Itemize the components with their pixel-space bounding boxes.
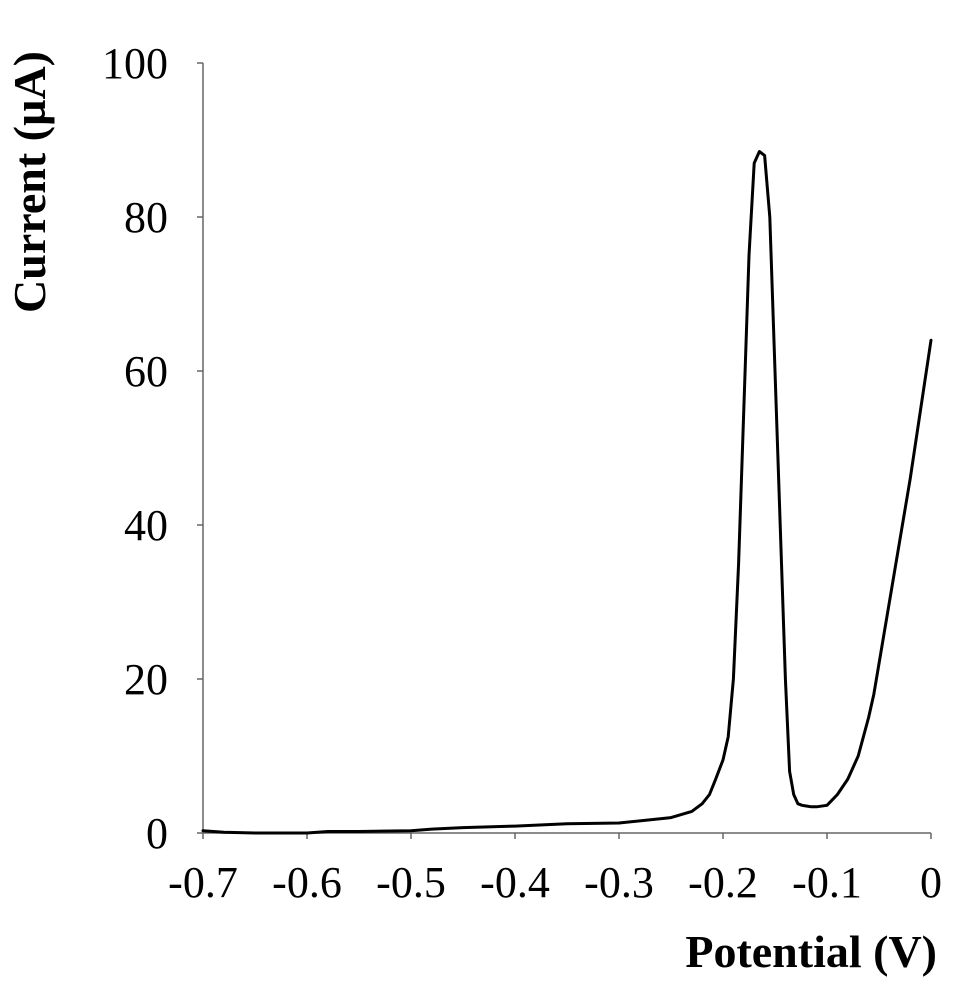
x-tick-label: -0.6 (272, 858, 342, 907)
y-ticks: 0 20 40 60 80 100 (102, 39, 203, 858)
x-tick-label: -0.7 (168, 858, 238, 907)
x-tick-label: -0.3 (584, 858, 654, 907)
y-tick-label: 100 (102, 39, 168, 88)
axes (202, 63, 931, 834)
series-line-0 (201, 150, 933, 835)
series-layer (201, 150, 933, 835)
x-tick-label: -0.2 (688, 858, 758, 907)
x-tick-label: 0 (920, 858, 942, 907)
x-axis-title: Potential (V) (685, 926, 937, 977)
x-tick-label: -0.1 (792, 858, 862, 907)
x-tick-label: -0.5 (376, 858, 446, 907)
y-tick-label: 0 (146, 809, 168, 858)
x-tick-label: -0.4 (480, 858, 550, 907)
y-axis-title: Current (µA) (4, 51, 55, 313)
y-tick-label: 60 (124, 347, 168, 396)
y-tick-label: 80 (124, 193, 168, 242)
y-tick-label: 40 (124, 501, 168, 550)
x-ticks: -0.7 -0.6 -0.5 -0.4 -0.3 -0.2 -0.1 0 (168, 833, 942, 907)
y-tick-label: 20 (124, 655, 168, 704)
